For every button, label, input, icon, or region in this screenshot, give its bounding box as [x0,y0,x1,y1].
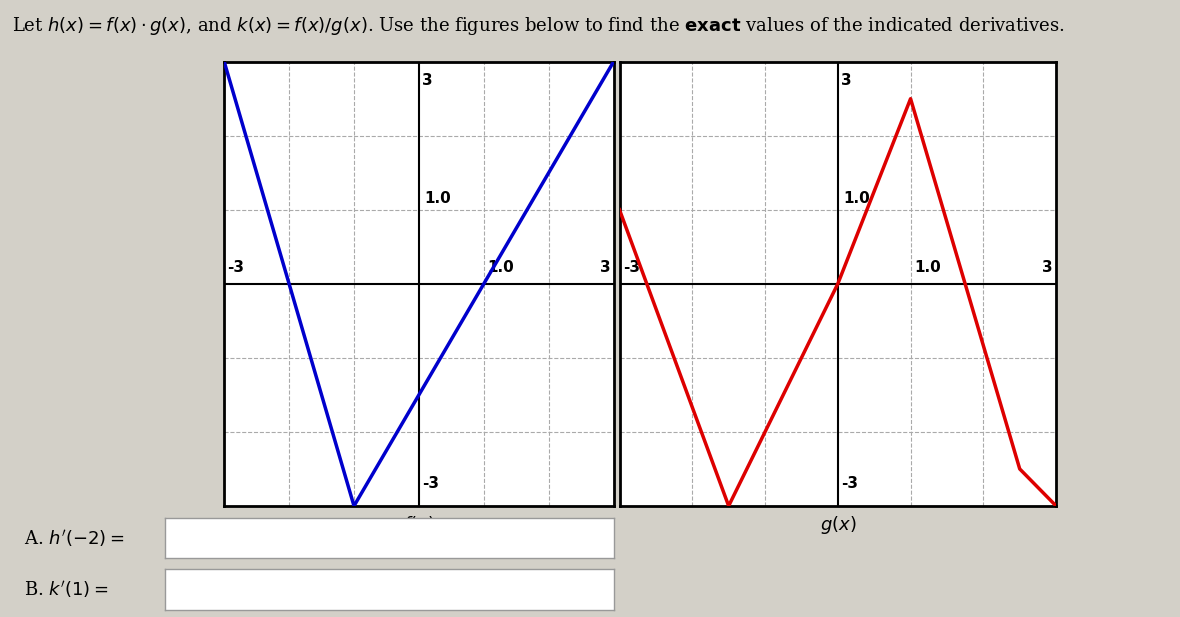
Text: -3: -3 [422,476,439,491]
Text: Let $h(x) = f(x) \cdot g(x)$, and $k(x) = f(x)/g(x)$. Use the figures below to f: Let $h(x) = f(x) \cdot g(x)$, and $k(x) … [12,15,1064,38]
Text: -3: -3 [841,476,858,491]
Text: 1.0: 1.0 [424,191,451,206]
Text: -3: -3 [228,260,244,275]
Text: 3: 3 [599,260,610,275]
Text: A. $h'(-2) = $: A. $h'(-2) = $ [24,528,124,549]
Text: 1.0: 1.0 [914,260,940,275]
Text: 1.0: 1.0 [844,191,871,206]
Text: 3: 3 [841,73,852,88]
Text: 1.0: 1.0 [487,260,513,275]
Text: -3: -3 [623,260,640,275]
Text: B. $k'(1) = $: B. $k'(1) = $ [24,579,109,600]
X-axis label: $g(x)$: $g(x)$ [820,515,856,536]
X-axis label: $f(x)$: $f(x)$ [404,515,434,534]
Text: 3: 3 [422,73,433,88]
Text: 3: 3 [1042,260,1053,275]
